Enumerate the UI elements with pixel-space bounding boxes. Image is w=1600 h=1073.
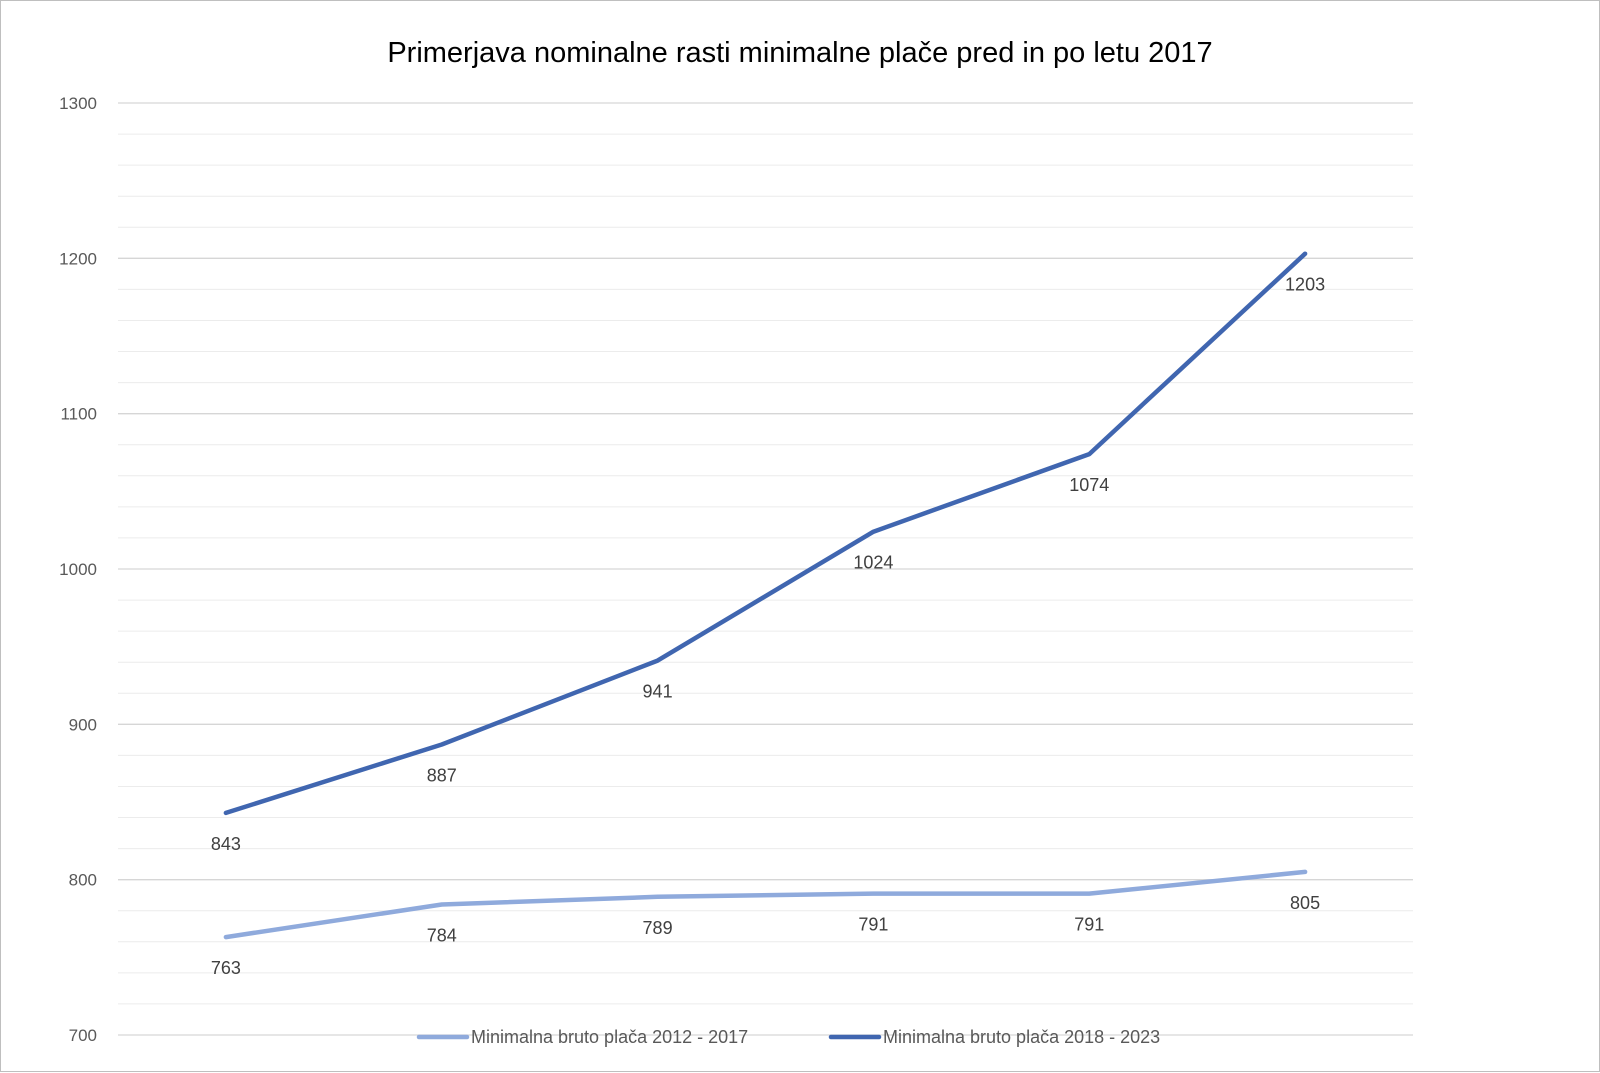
series-line-1: [223, 869, 1308, 940]
data-labels: 763 784 789 791 791 805 843 887 941 1024 1074 1203: [211, 275, 1325, 978]
data-label: 791: [858, 915, 888, 935]
data-label: 1024: [853, 553, 893, 573]
data-label: 784: [427, 926, 457, 946]
data-label: 789: [643, 918, 673, 938]
y-tick-label: 900: [69, 715, 97, 734]
data-label: 1074: [1069, 475, 1109, 495]
data-label: 887: [427, 766, 457, 786]
grid: [118, 102, 1413, 1036]
data-label: 843: [211, 834, 241, 854]
data-label: 805: [1290, 893, 1320, 913]
legend-label-2: Minimalna bruto plača 2018 - 2023: [883, 1027, 1160, 1047]
series-line-2: [223, 251, 1308, 816]
chart-title: Primerjava nominalne rasti minimalne pla…: [387, 37, 1213, 69]
y-tick-label: 700: [69, 1026, 97, 1045]
y-tick-label: 1200: [59, 249, 97, 268]
y-axis: 700 800 900 1000 1100 1200 1300: [59, 94, 97, 1045]
series: [223, 251, 1308, 940]
y-tick-label: 1300: [59, 94, 97, 113]
data-label: 1203: [1285, 275, 1325, 295]
y-tick-label: 1100: [60, 405, 97, 424]
data-label: 763: [211, 958, 241, 978]
y-tick-label: 800: [69, 871, 97, 890]
legend: Minimalna bruto plača 2012 - 2017 Minimal…: [416, 1027, 1160, 1047]
data-label: 941: [643, 682, 673, 702]
legend-label-1: Minimalna bruto plača 2012 - 2017: [471, 1027, 748, 1047]
y-tick-label: 1000: [59, 560, 97, 579]
data-label: 791: [1074, 915, 1104, 935]
